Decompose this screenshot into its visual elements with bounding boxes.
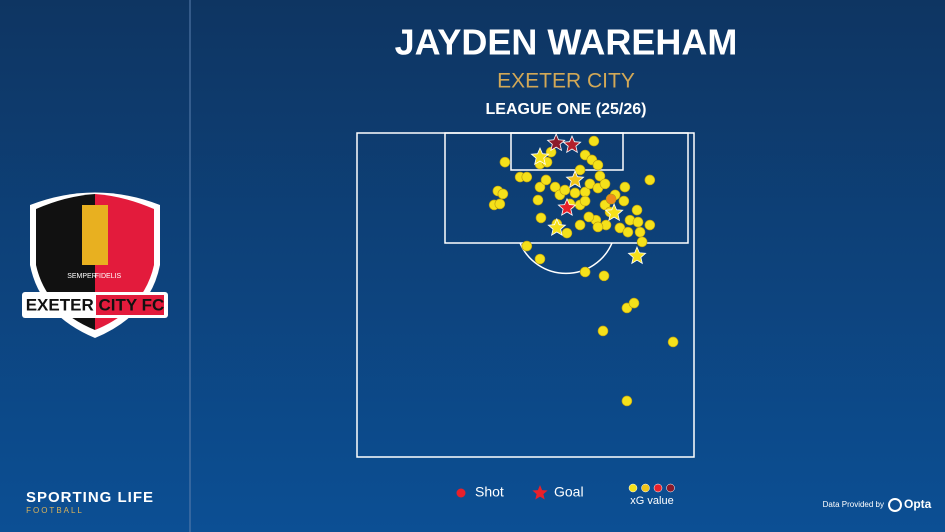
subtitle: EXETER CITY xyxy=(497,70,635,93)
brand-section: FOOTBALL xyxy=(26,506,84,515)
shot-marker xyxy=(583,211,595,223)
goal-marker xyxy=(547,217,567,237)
shot-marker xyxy=(636,236,648,248)
shot-marker xyxy=(499,156,511,168)
goal-marker xyxy=(530,146,550,166)
shot-marker xyxy=(569,187,581,199)
shot-marker xyxy=(534,253,546,265)
shot-marker xyxy=(619,181,631,193)
shot-marker xyxy=(494,198,506,210)
shot-marker xyxy=(621,395,633,407)
shot-marker xyxy=(592,221,604,233)
shot-marker xyxy=(594,170,606,182)
shot-marker xyxy=(667,336,679,348)
shot-marker xyxy=(549,181,561,193)
shot-marker xyxy=(597,325,609,337)
shot-marker xyxy=(588,135,600,147)
legend-shot-icon xyxy=(456,488,466,498)
shot-marker xyxy=(521,171,533,183)
shot-marker xyxy=(559,184,571,196)
shot-marker xyxy=(574,164,586,176)
shot-marker xyxy=(532,194,544,206)
shot-marker xyxy=(599,178,611,190)
shot-marker xyxy=(644,174,656,186)
shot-marker xyxy=(631,204,643,216)
shot-marker xyxy=(497,188,509,200)
legend-label: Goal xyxy=(554,484,584,500)
legend-label: xG value xyxy=(630,495,673,507)
legend-goal-icon xyxy=(532,485,548,500)
xg-scale-dot xyxy=(666,483,675,493)
shot-marker xyxy=(622,226,634,238)
goal-marker xyxy=(562,134,582,154)
goal-marker xyxy=(627,246,647,265)
shot-marker xyxy=(592,159,604,171)
provider-icon xyxy=(888,498,902,512)
shot-marker xyxy=(618,195,630,207)
shot-marker xyxy=(534,181,546,193)
provider: Opta xyxy=(904,497,932,511)
shot-marker xyxy=(605,193,617,205)
goal-marker xyxy=(546,132,566,152)
shot-marker xyxy=(535,212,547,224)
shot-marker xyxy=(521,240,533,252)
xg-scale-dot xyxy=(628,483,638,493)
shot-marker xyxy=(628,297,640,309)
xg-scale-dot xyxy=(653,483,663,493)
shot-marker xyxy=(632,216,644,228)
shot-marker xyxy=(634,226,646,238)
competition: LEAGUE ONE (25/26) xyxy=(486,101,647,118)
logo-text: EXETER CITY FC xyxy=(26,295,165,314)
xg-scale-dot xyxy=(641,483,650,493)
shot-marker xyxy=(540,174,552,186)
legend-label: Shot xyxy=(475,484,504,500)
goal-marker xyxy=(604,202,624,222)
shot-marker xyxy=(574,219,586,231)
club-logo: EXETER CITY FC SEMPER FIDELIS xyxy=(22,192,168,338)
goal-marker xyxy=(557,197,577,216)
logo-motto: SEMPER xyxy=(67,273,97,280)
shot-marker xyxy=(598,270,610,282)
title: JAYDEN WAREHAM xyxy=(395,22,738,63)
provider-prefix: Data Provided by xyxy=(823,500,884,509)
brand: SPORTING LIFE xyxy=(26,489,154,506)
shot-marker xyxy=(579,266,591,278)
shot-marker xyxy=(644,219,656,231)
shot-marker xyxy=(579,195,591,207)
logo-motto: FIDELIS xyxy=(95,273,122,280)
pitch xyxy=(356,132,695,458)
goal-marker xyxy=(565,169,585,189)
shot-marker xyxy=(561,227,573,239)
